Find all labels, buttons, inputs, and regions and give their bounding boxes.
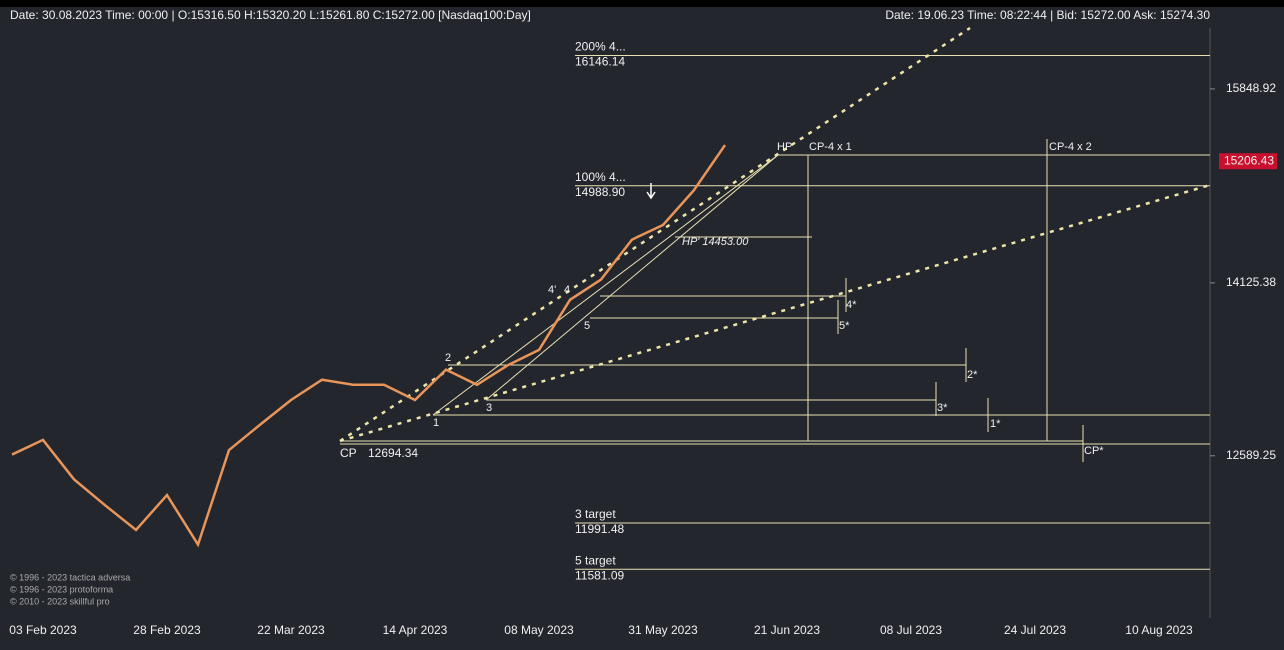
level-label: 3 target — [575, 507, 616, 521]
annotation: 5* — [839, 320, 850, 332]
level-label: 5 target — [575, 553, 616, 567]
price-line — [11, 144, 727, 548]
level-value: 14988.90 — [575, 185, 625, 199]
last-price-box — [1219, 153, 1277, 170]
x-tick-label: 10 Aug 2023 — [1125, 623, 1193, 637]
annotation: 3 — [486, 402, 492, 414]
y-tick-label: 15848.92 — [1226, 81, 1276, 95]
trend-lines — [339, 26, 1211, 443]
level-label: 100% 4... — [575, 170, 626, 184]
copyright: © 1996 - 2023 protoforma — [10, 584, 113, 594]
annotation: 5 — [584, 320, 590, 332]
x-tick-label: 24 Jul 2023 — [1004, 623, 1066, 637]
x-tick-label: 03 Feb 2023 — [9, 623, 77, 637]
level-value: 12694.34 — [368, 446, 418, 460]
annotation: 4' — [548, 284, 556, 296]
annotation: 1 — [433, 417, 439, 429]
annotation: CP-4 x 1 — [809, 141, 852, 153]
y-tick-label: 12589.25 — [1226, 448, 1276, 462]
annotation: 3* — [937, 402, 948, 414]
annotation: HP — [777, 141, 792, 153]
annotation: 2* — [967, 369, 978, 381]
x-tick-label: 31 May 2023 — [628, 623, 698, 637]
annotation: CP-4 x 2 — [1049, 141, 1092, 153]
x-tick-label: 14 Apr 2023 — [383, 623, 448, 637]
annotation: CP* — [1084, 445, 1104, 457]
header-left: Date: 30.08.2023 Time: 00:00 | O:15316.5… — [10, 8, 531, 22]
x-tick-label: 22 Mar 2023 — [257, 623, 325, 637]
annotation: 1* — [990, 418, 1001, 430]
top-bar — [0, 0, 1284, 7]
level-value: 11581.09 — [575, 568, 624, 582]
level-value: 16146.14 — [575, 55, 625, 69]
y-tick-label: 14125.38 — [1226, 275, 1276, 289]
level-label: 200% 4... — [575, 40, 626, 54]
x-tick-label: 28 Feb 2023 — [133, 623, 201, 637]
annotation: 4 — [564, 284, 570, 296]
x-tick-label: 08 May 2023 — [504, 623, 574, 637]
level-label: CP — [340, 446, 357, 460]
level-value: 11991.48 — [575, 522, 624, 536]
annotation: 2 — [445, 352, 451, 364]
header-right: Date: 19.06.23 Time: 08:22:44 | Bid: 152… — [885, 8, 1210, 22]
x-tick-label: 08 Jul 2023 — [880, 623, 942, 637]
copyright: © 2010 - 2023 skillful pro — [10, 596, 110, 606]
annotation: HP' 14453.00 — [682, 236, 749, 248]
last-price-label: 15206.43 — [1224, 153, 1274, 167]
x-tick-label: 21 Jun 2023 — [754, 623, 820, 637]
annotation: 4* — [846, 299, 857, 311]
copyright: © 1996 - 2023 tactica adversa — [10, 572, 130, 582]
construction-lines — [340, 139, 1210, 462]
annotations: HP CP-4 x 1 CP-4 x 2 HP' 14453.00 2 3 1 … — [433, 141, 1104, 457]
